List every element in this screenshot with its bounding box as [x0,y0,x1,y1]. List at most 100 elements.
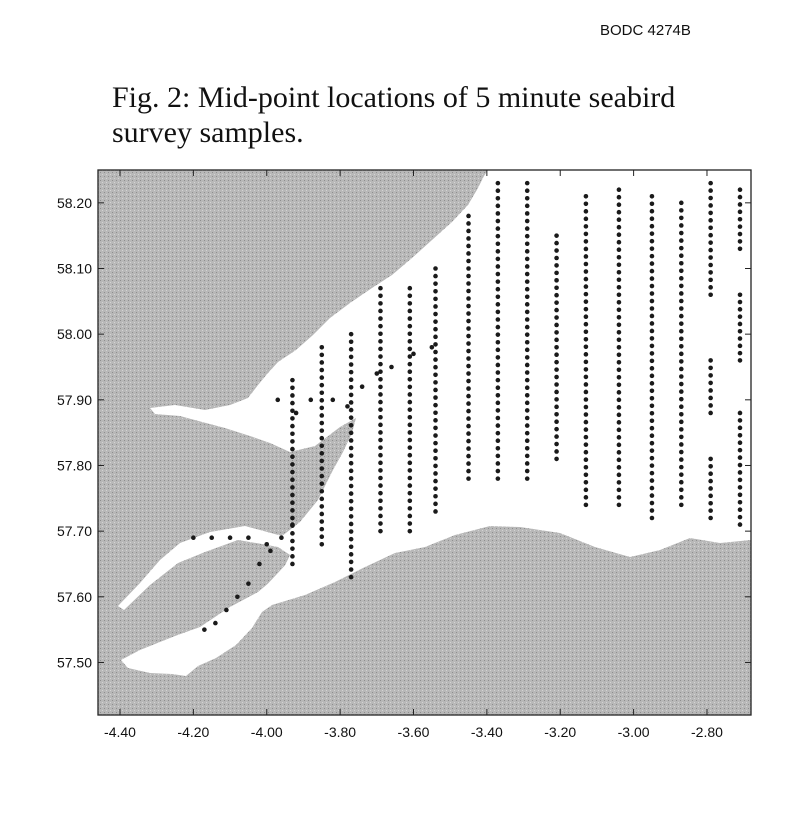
survey-point [583,231,589,237]
survey-point [407,285,413,291]
survey-point [407,452,413,458]
survey-point [708,388,713,393]
survey-point [616,322,622,328]
survey-point [649,410,655,416]
survey-point [224,607,229,613]
survey-point [407,430,413,435]
survey-point [348,377,354,383]
survey-point [583,442,589,447]
survey-point [524,256,530,262]
survey-point [616,495,622,500]
survey-point [495,286,501,292]
x-tick-label: -3.40 [471,724,503,740]
survey-point [678,404,684,410]
survey-point [583,246,589,252]
survey-point [407,460,413,466]
survey-point [378,285,383,291]
survey-point [433,364,438,370]
survey-point [678,321,684,326]
survey-point [308,397,314,403]
moray-firth-sea [118,170,751,676]
survey-point [389,364,394,370]
survey-point [678,389,684,394]
survey-point [495,180,501,186]
survey-point [466,378,471,384]
survey-point [433,425,438,431]
survey-point [554,397,559,402]
survey-point [378,354,383,359]
survey-point [708,247,713,253]
survey-point [495,392,501,398]
survey-point [319,344,325,350]
survey-point [678,366,684,372]
survey-point [407,437,413,443]
survey-point [290,431,295,437]
survey-point [678,260,684,266]
survey-point [678,298,684,304]
x-axis: -4.40 -4.20 -4.00 -3.80 -3.60 -3.40 -3.20 -3.00… [104,170,723,740]
survey-point [466,363,471,369]
survey-point [678,344,684,349]
survey-point [290,393,295,398]
survey-point [708,255,713,260]
survey-point [554,434,559,439]
survey-point [495,249,501,254]
survey-point [708,410,713,416]
survey-point [495,264,501,269]
survey-point [583,419,589,425]
survey-point [616,359,622,365]
survey-point [407,422,413,428]
survey-point [378,361,383,367]
survey-point [466,326,471,331]
survey-point [737,418,743,423]
survey-point [495,339,501,345]
survey-point [583,209,589,214]
survey-point [246,535,251,541]
survey-point [554,300,559,305]
survey-point [616,277,622,283]
survey-point [524,302,530,307]
survey-point [378,308,383,314]
survey-point [466,348,471,354]
survey-point [524,271,530,277]
survey-point [616,367,622,373]
survey-point [616,254,622,260]
survey-point [678,223,684,228]
survey-point [554,456,559,462]
survey-point [495,294,501,300]
survey-point [708,403,713,408]
survey-point [583,276,589,282]
survey-point [708,270,713,275]
survey-point [649,261,655,266]
survey-point [495,377,501,383]
survey-point [708,478,713,484]
survey-point [433,319,438,324]
survey-point [524,339,530,345]
survey-point [495,241,501,247]
survey-point [348,529,354,534]
survey-point [616,502,622,508]
survey-point [678,230,684,236]
survey-point [616,262,622,268]
survey-point [583,352,589,357]
survey-point [433,448,438,454]
survey-point [290,500,295,505]
survey-point [433,387,438,393]
survey-point [433,471,438,476]
survey-point [616,194,622,200]
survey-point [330,397,336,403]
survey-point [708,180,713,186]
survey-point [649,485,655,491]
survey-point [319,526,325,532]
survey-point [279,535,284,541]
survey-point [407,445,413,450]
survey-point [678,313,684,319]
survey-point [524,461,530,466]
survey-point [466,318,471,324]
survey-point [583,254,589,259]
survey-point [678,276,684,281]
survey-point [708,225,713,231]
survey-point [378,498,383,504]
survey-point [649,455,655,461]
survey-point [348,521,354,527]
